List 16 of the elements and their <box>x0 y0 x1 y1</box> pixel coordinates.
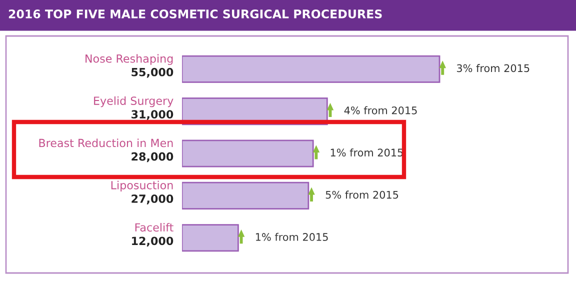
y-tick-label: Facelift <box>135 222 174 232</box>
data-label: 27,000 <box>132 194 174 204</box>
annotation: 4% from 2015 <box>344 106 417 114</box>
y-tick-label: Nose Reshaping <box>86 54 173 65</box>
annotation: 5% from 2015 <box>326 190 398 199</box>
y-tick-label: Eyelid Surgery <box>94 96 174 108</box>
annotation: 1% from 2015 <box>256 232 328 241</box>
annotation: 3% from 2015 <box>456 64 530 72</box>
y-tick-label: Breast Reduction in Men <box>39 138 173 148</box>
y-tick-label: Liposuction <box>111 180 173 192</box>
data-label: 12,000 <box>132 236 174 247</box>
annotation: 1% from 2015 <box>330 148 403 157</box>
chart-title: 2016 TOP FIVE MALE COSMETIC SURGICAL PROCEDURES <box>8 9 382 18</box>
data-label: 28,000 <box>132 152 174 162</box>
data-label: 55,000 <box>132 68 174 78</box>
data-label: 31,000 <box>132 110 174 120</box>
